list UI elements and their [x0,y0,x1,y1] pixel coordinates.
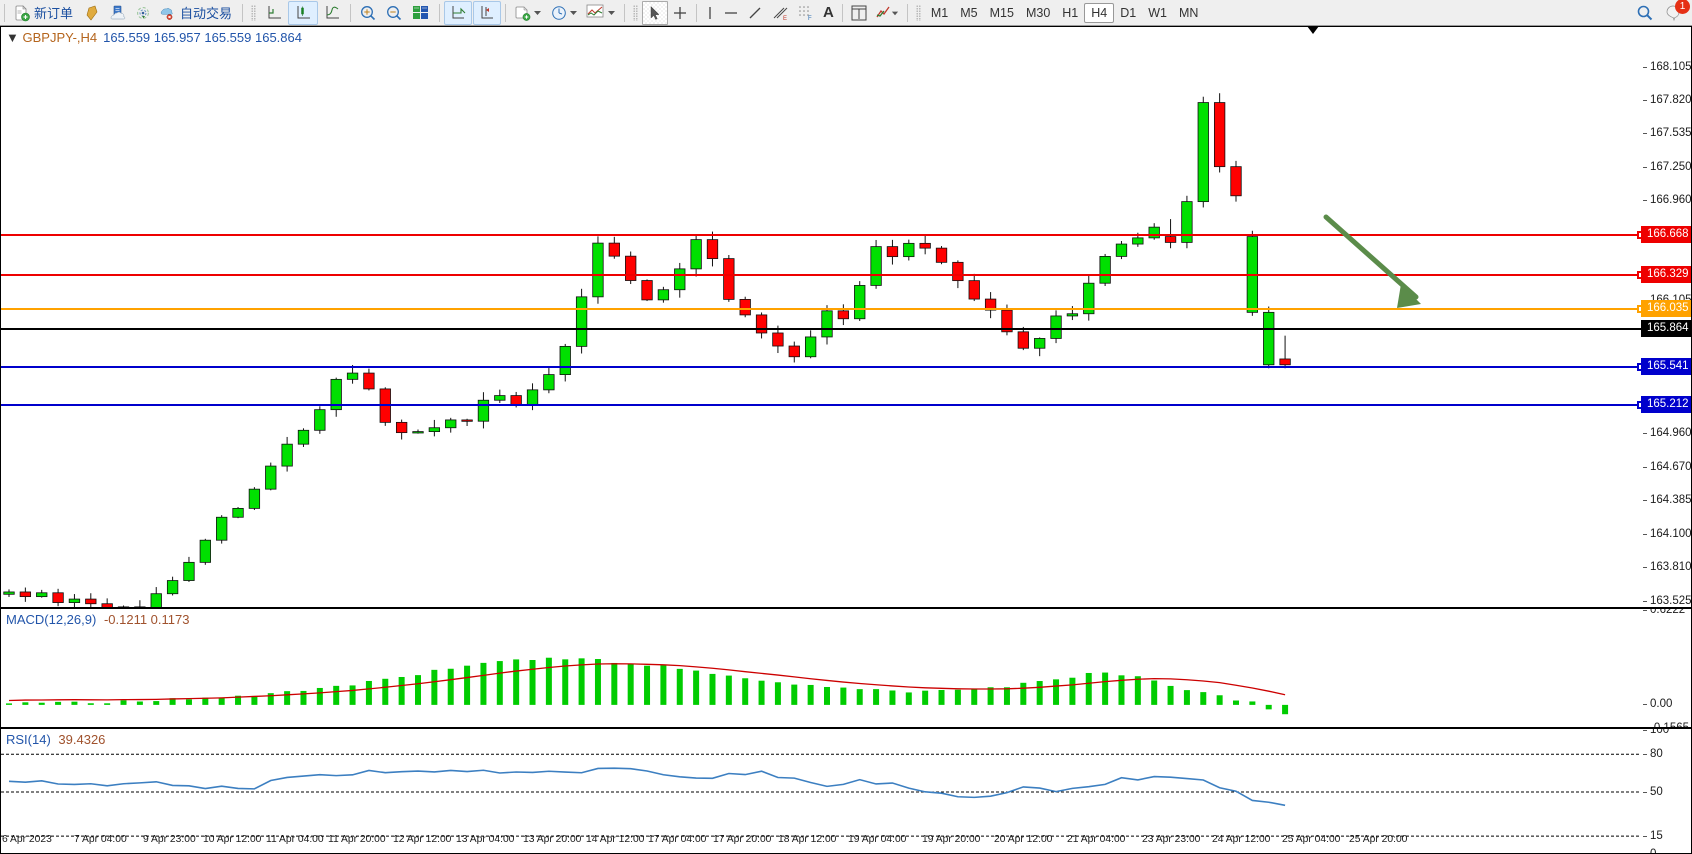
svg-text:F: F [808,16,812,22]
svg-text:E: E [783,16,787,22]
